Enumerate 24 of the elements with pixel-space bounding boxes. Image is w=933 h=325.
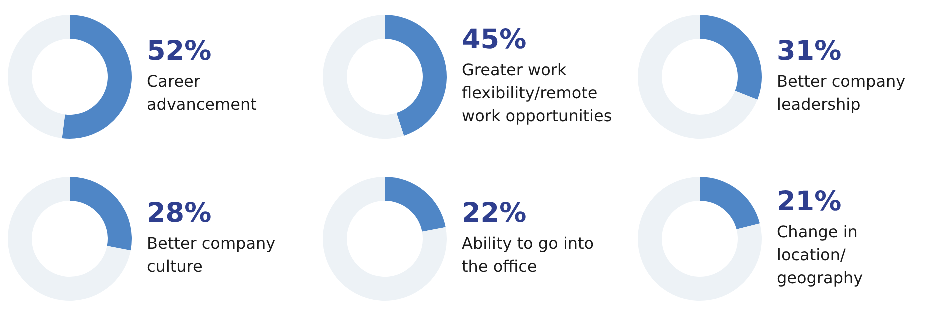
donut-slice: [638, 177, 762, 301]
slice-label: Career advancement: [147, 72, 257, 114]
donut-slice: [700, 177, 760, 230]
donut-slice: [8, 15, 70, 139]
donut-slice: [62, 15, 132, 139]
donut-slice: [385, 15, 447, 136]
donut-slice: [638, 15, 758, 139]
donut-slice: [700, 15, 762, 100]
slice-label: Greater work flexibility/remote work opportunities: [462, 60, 612, 126]
slice-label: Better company culture: [147, 234, 276, 276]
donut-slice: [323, 15, 404, 139]
slice-label: Change in location/ geography: [777, 222, 864, 288]
donut-slice: [323, 177, 447, 301]
data-label: 31%: [777, 36, 842, 67]
data-label: 45%: [462, 24, 527, 56]
slice-label: Better company leadership: [777, 72, 906, 114]
donut-slice: [70, 177, 132, 251]
data-label: 22%: [462, 198, 527, 229]
slice-label: Ability to go into the office: [462, 234, 594, 276]
donut-slice: [385, 177, 446, 232]
data-label: 21%: [777, 186, 842, 218]
donut-slice: [8, 177, 131, 301]
data-label: 28%: [147, 198, 212, 229]
data-label: 52%: [147, 36, 212, 67]
